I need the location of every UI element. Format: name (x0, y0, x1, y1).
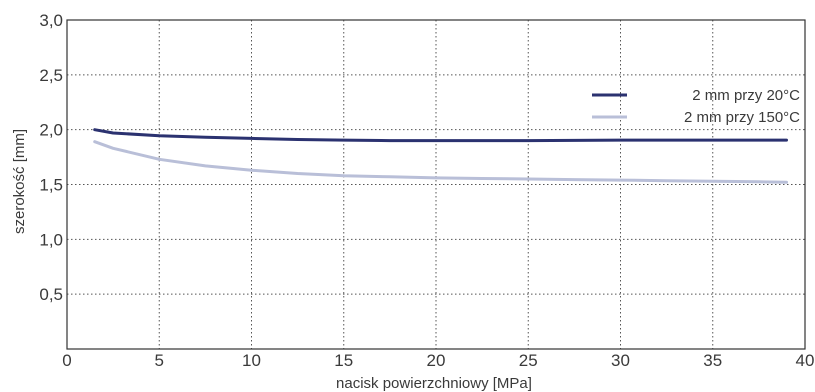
y-tick-label: 3,0 (39, 11, 63, 30)
y-tick-label: 1,5 (39, 176, 63, 195)
x-tick-label: 25 (519, 351, 538, 370)
y-axis-title: szerokość [mm] (11, 129, 28, 234)
y-tick-label: 1,0 (39, 230, 63, 249)
x-tick-label: 35 (703, 351, 722, 370)
legend-label-series-1: 2 mm przy 150°C (684, 109, 800, 126)
x-axis-title: nacisk powierzchniowy [MPa] (336, 375, 532, 392)
series-lines (95, 130, 787, 183)
y-tick-label: 2,0 (39, 121, 63, 140)
x-tick-label: 15 (334, 351, 353, 370)
x-tick-label: 5 (155, 351, 164, 370)
legend: 2 mm przy 20°C 2 mm przy 150°C (592, 87, 800, 126)
x-tick-label: 40 (796, 351, 815, 370)
series-line-1 (95, 142, 787, 183)
x-tick-label: 10 (242, 351, 261, 370)
x-axis-tick-labels: 0 5 10 15 20 25 30 35 40 (62, 351, 814, 370)
series-line-0 (95, 130, 787, 141)
y-axis-tick-labels: 0,5 1,0 1,5 2,0 2,5 3,0 (39, 11, 63, 304)
grid-lines (67, 20, 805, 349)
x-tick-label: 20 (427, 351, 446, 370)
y-tick-label: 0,5 (39, 285, 63, 304)
y-tick-label: 2,5 (39, 66, 63, 85)
x-tick-label: 30 (611, 351, 630, 370)
x-tick-label: 0 (62, 351, 71, 370)
legend-label-series-0: 2 mm przy 20°C (692, 87, 800, 104)
